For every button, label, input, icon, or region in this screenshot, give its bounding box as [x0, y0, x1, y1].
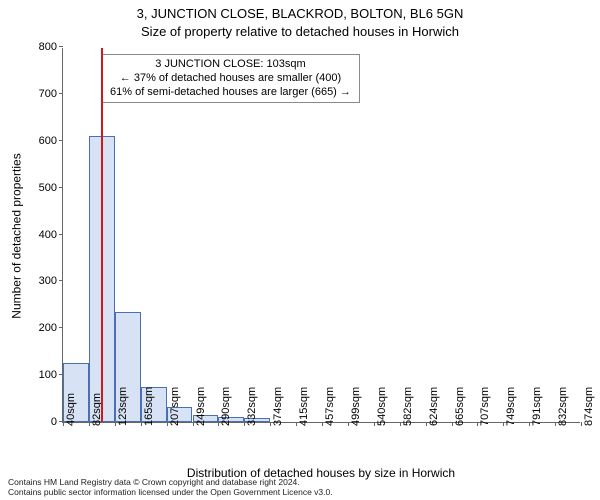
footer-attribution: Contains HM Land Registry data © Crown c…: [8, 478, 333, 498]
x-tick-label: 665sqm: [454, 387, 466, 426]
y-tick-label: 300: [39, 275, 57, 287]
x-tick-mark: [115, 422, 116, 426]
x-tick-label: 791sqm: [531, 387, 543, 426]
y-tick-label: 400: [39, 229, 57, 241]
y-tick-mark: [59, 93, 63, 94]
annotation-line2: ← 37% of detached houses are smaller (40…: [110, 72, 351, 86]
y-tick-label: 800: [39, 41, 57, 53]
property-marker-line: [101, 48, 103, 422]
x-tick-label: 582sqm: [402, 387, 414, 426]
x-tick-label: 457sqm: [324, 387, 336, 426]
x-tick-label: 332sqm: [246, 387, 258, 426]
x-tick-mark: [322, 422, 323, 426]
y-tick-label: 500: [39, 182, 57, 194]
x-tick-label: 707sqm: [479, 387, 491, 426]
x-tick-label: 40sqm: [65, 393, 77, 426]
x-tick-mark: [581, 422, 582, 426]
x-tick-mark: [63, 422, 64, 426]
y-tick-label: 100: [39, 369, 57, 381]
y-tick-mark: [59, 280, 63, 281]
chart-container: 3, JUNCTION CLOSE, BLACKROD, BOLTON, BL6…: [0, 0, 600, 500]
y-axis-label: Number of detached properties: [10, 48, 24, 423]
y-tick-label: 700: [39, 88, 57, 100]
x-tick-mark: [193, 422, 194, 426]
plot-area: 3 JUNCTION CLOSE: 103sqm ← 37% of detach…: [62, 48, 580, 423]
y-tick-mark: [59, 46, 63, 47]
x-tick-mark: [426, 422, 427, 426]
x-tick-label: 374sqm: [272, 387, 284, 426]
x-tick-label: 832sqm: [557, 387, 569, 426]
x-tick-label: 165sqm: [143, 387, 155, 426]
x-tick-label: 207sqm: [169, 387, 181, 426]
x-tick-mark: [141, 422, 142, 426]
x-tick-label: 123sqm: [117, 387, 129, 426]
x-tick-label: 249sqm: [195, 387, 207, 426]
x-tick-mark: [296, 422, 297, 426]
y-tick-label: 200: [39, 322, 57, 334]
title-subtitle: Size of property relative to detached ho…: [0, 24, 600, 39]
x-tick-mark: [452, 422, 453, 426]
x-tick-mark: [89, 422, 90, 426]
y-tick-mark: [59, 234, 63, 235]
annotation-box: 3 JUNCTION CLOSE: 103sqm ← 37% of detach…: [101, 54, 360, 103]
x-tick-label: 499sqm: [350, 387, 362, 426]
x-tick-label: 415sqm: [298, 387, 310, 426]
y-tick-mark: [59, 187, 63, 188]
y-tick-label: 600: [39, 135, 57, 147]
x-tick-mark: [555, 422, 556, 426]
x-tick-label: 874sqm: [583, 387, 595, 426]
x-tick-mark: [348, 422, 349, 426]
x-tick-label: 749sqm: [505, 387, 517, 426]
y-tick-mark: [59, 140, 63, 141]
x-tick-mark: [374, 422, 375, 426]
x-tick-mark: [400, 422, 401, 426]
x-tick-label: 540sqm: [376, 387, 388, 426]
y-tick-mark: [59, 327, 63, 328]
title-address: 3, JUNCTION CLOSE, BLACKROD, BOLTON, BL6…: [0, 6, 600, 21]
annotation-line3: 61% of semi-detached houses are larger (…: [110, 86, 351, 100]
x-tick-label: 624sqm: [428, 387, 440, 426]
x-tick-label: 290sqm: [220, 387, 232, 426]
annotation-line1: 3 JUNCTION CLOSE: 103sqm: [110, 58, 351, 72]
x-tick-mark: [167, 422, 168, 426]
footer-line2: Contains public sector information licen…: [8, 488, 333, 498]
y-tick-label: 0: [51, 416, 57, 428]
